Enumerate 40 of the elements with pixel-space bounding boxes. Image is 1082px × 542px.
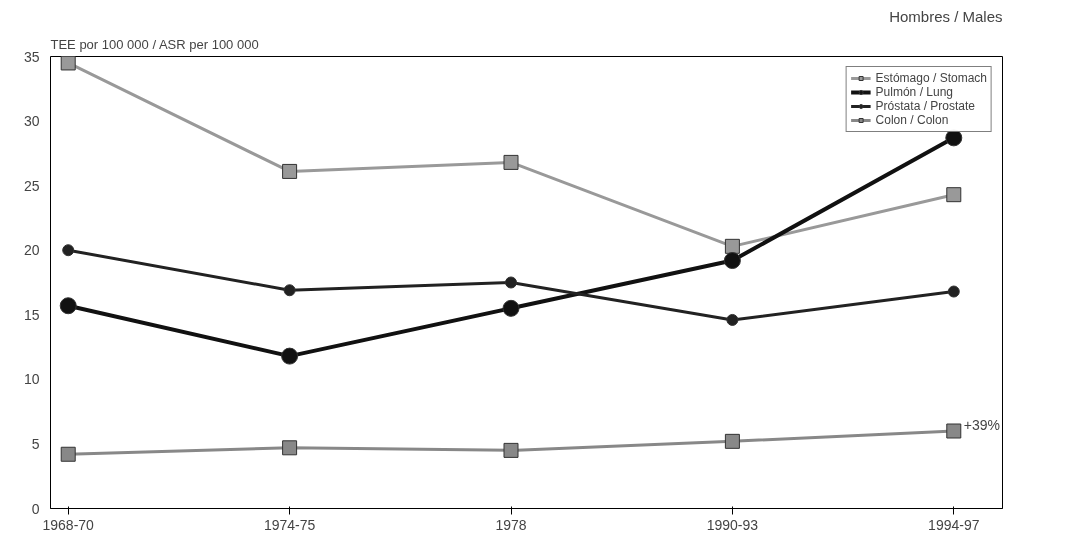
point — [281, 347, 299, 365]
point — [59, 297, 77, 315]
point — [726, 313, 739, 326]
point — [723, 252, 741, 270]
point — [946, 187, 962, 203]
point — [282, 163, 298, 179]
x-tick-label: 1968-70 — [42, 516, 95, 533]
x-tick-label: 1974-75 — [263, 516, 316, 533]
y-tick-label: 20 — [23, 242, 40, 259]
point — [724, 433, 740, 449]
y-tick-label: 35 — [23, 48, 40, 65]
point — [945, 129, 963, 147]
x-tick-label: 1978 — [495, 516, 527, 533]
y-tick-label: 25 — [23, 177, 40, 194]
y-tick-label: 15 — [23, 306, 40, 323]
point — [946, 423, 962, 439]
point — [503, 154, 519, 170]
point — [505, 276, 517, 289]
x-tick-label: 1990-93 — [706, 516, 759, 533]
point — [283, 284, 296, 297]
y-tick-label: 0 — [31, 500, 40, 517]
point — [60, 56, 76, 71]
legend-label: Próstata / Prostate — [875, 99, 975, 113]
legend-label: Colon / Colon — [875, 113, 949, 127]
point — [503, 442, 519, 458]
y-axis-title: TEE por 100 000 / ASR per 100 000 — [50, 36, 259, 52]
point — [724, 238, 740, 254]
legend-label: Estómago / Stomach — [875, 71, 987, 85]
point — [502, 299, 520, 317]
annotation: +39% — [963, 417, 1000, 434]
x-tick-label: 1994-97 — [928, 516, 980, 533]
point — [947, 285, 960, 298]
y-tick-label: 10 — [23, 371, 40, 388]
point — [60, 446, 76, 462]
y-tick-label: 30 — [23, 113, 40, 130]
y-tick-label: 5 — [31, 435, 40, 452]
point — [62, 244, 75, 257]
point — [282, 440, 298, 456]
chart-title: Hombres / Males — [889, 7, 1003, 25]
legend-label: Pulmón / Lung — [875, 85, 953, 99]
